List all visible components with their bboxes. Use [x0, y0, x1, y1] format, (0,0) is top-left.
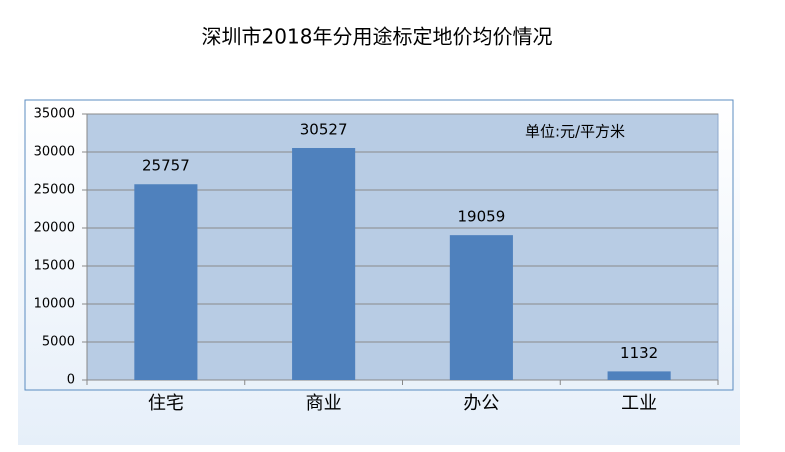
- value-label: 1132: [620, 344, 658, 362]
- chart-title: 深圳市2018年分用途标定地价均价情况: [202, 25, 553, 49]
- x-tick-label: 商业: [306, 393, 342, 414]
- annotation: 单位:元/平方米: [525, 123, 625, 141]
- y-tick-label: 0: [67, 373, 75, 388]
- bar: [607, 371, 671, 380]
- x-tick-label: 工业: [621, 393, 657, 414]
- bar: [134, 184, 198, 380]
- y-tick-label: 15000: [34, 259, 75, 274]
- bar: [292, 147, 356, 380]
- value-label: 30527: [300, 120, 348, 138]
- y-tick-label: 5000: [42, 335, 75, 350]
- x-tick-label: 办公: [463, 393, 499, 414]
- y-tick-label: 35000: [34, 107, 75, 122]
- value-label: 19059: [458, 208, 506, 226]
- value-label: 25757: [142, 157, 190, 175]
- x-tick-label: 住宅: [148, 393, 184, 414]
- y-tick-label: 10000: [34, 297, 75, 312]
- y-tick-label: 30000: [34, 145, 75, 160]
- chart-frame: [24, 99, 734, 391]
- y-tick-label: 20000: [34, 221, 75, 236]
- y-tick-label: 25000: [34, 183, 75, 198]
- bar: [449, 235, 513, 380]
